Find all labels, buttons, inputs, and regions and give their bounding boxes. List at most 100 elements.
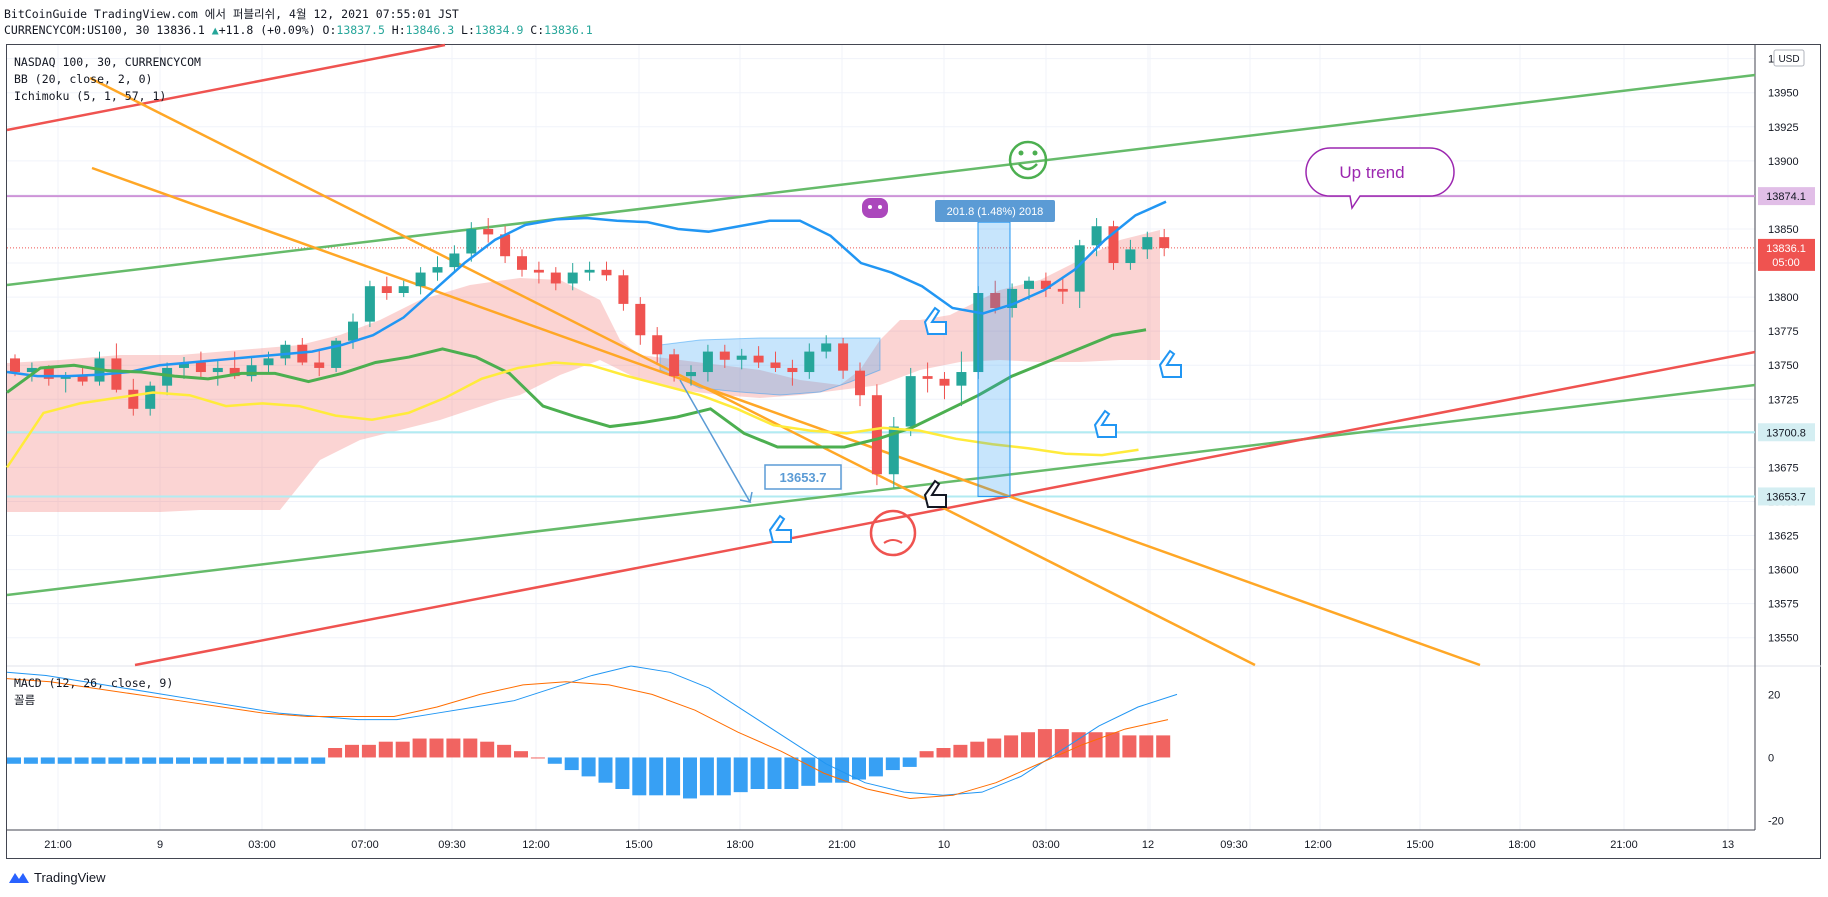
tradingview-logo[interactable]: TradingView (8, 869, 106, 885)
ohlc-open: 13837.5 (336, 23, 385, 37)
macd-histogram-bar (125, 757, 140, 764)
candle-body (26, 367, 37, 373)
price-change: +11.8 (+0.09%) (218, 23, 316, 37)
cat-icon (862, 198, 888, 218)
callout-arrow (679, 379, 753, 504)
x-tick-label: 13 (1722, 839, 1734, 851)
cat-icon (868, 205, 872, 209)
hand-pointer-icon (923, 479, 947, 508)
y-tick-label: 13925 (1768, 122, 1799, 134)
x-tick-label: 09:30 (438, 839, 466, 851)
candle-body (939, 378, 950, 386)
candle-body (601, 269, 612, 276)
macd-histogram-bar (1004, 735, 1019, 758)
ichimoku-cloud-blue (659, 337, 881, 396)
macd-histogram-bar (446, 738, 461, 758)
ohlc-low: 13834.9 (474, 23, 524, 37)
candle-body (381, 286, 392, 293)
y-tick-label: 13850 (1768, 224, 1799, 236)
candle-body (1125, 249, 1136, 264)
macd-y-tick-label: 20 (1768, 689, 1780, 701)
candle-body (922, 376, 933, 379)
candle-body (331, 340, 342, 368)
price-axis-badge (1758, 238, 1815, 271)
macd-histogram-bar (91, 757, 106, 764)
currency-badge (1773, 49, 1805, 67)
candle-body (669, 354, 680, 377)
macd-histogram-bar (395, 741, 410, 758)
macd-histogram-bar (1071, 732, 1086, 758)
macd-histogram-bar (311, 757, 326, 764)
currency-badge-text: USD (1778, 54, 1799, 65)
candle-body (1091, 226, 1102, 246)
candle-body (1040, 280, 1051, 289)
macd-histogram-bar (345, 744, 359, 758)
macd-histogram-bar (142, 757, 157, 764)
measure-label: 201.8 (1.48%) 2018 (947, 206, 1044, 218)
macd-histogram-bar (209, 757, 224, 764)
candle-body (280, 344, 291, 359)
price-axis-badge-text: 13700.8 (1766, 427, 1806, 439)
candle-body (1057, 288, 1068, 292)
candle-body (145, 385, 156, 409)
up-arrow-icon: ▲ (211, 23, 219, 37)
candle-body (10, 358, 20, 373)
x-tick-label: 03:00 (1032, 839, 1060, 851)
candle-body (314, 362, 325, 368)
candle-body (888, 426, 899, 475)
macd-histogram-bar (885, 757, 900, 771)
x-tick-label: 21:00 (1610, 839, 1638, 851)
macd-histogram-bar (716, 757, 731, 796)
candle-body (449, 253, 460, 268)
x-tick-label: 07:00 (351, 839, 379, 851)
candle-body (212, 367, 223, 373)
x-tick-label: 12:00 (522, 839, 550, 851)
macd-histogram-bar (1105, 732, 1120, 758)
macd-histogram-bar (902, 757, 917, 767)
candle-body (517, 256, 527, 270)
x-tick-label: 09:30 (1220, 839, 1248, 851)
chart-frame[interactable] (6, 44, 1821, 859)
macd-histogram-bar (818, 757, 833, 783)
macd-histogram-bar (294, 757, 309, 764)
macd-histogram-bar (176, 757, 190, 764)
candle-body (550, 272, 561, 284)
candle-body (956, 372, 967, 386)
macd-histogram-bar (277, 757, 292, 764)
x-tick-label: 12:00 (1304, 839, 1332, 851)
macd-histogram-bar (57, 757, 72, 764)
macd-histogram-bar (852, 757, 866, 780)
candle-body (179, 362, 189, 368)
candle-body (753, 355, 764, 363)
x-tick-label: 21:00 (828, 839, 856, 851)
candle-body (348, 321, 358, 341)
cat-icon (878, 205, 882, 209)
candle-body (652, 335, 663, 355)
macd-histogram-bar (581, 757, 596, 777)
up-trend-label: Up trend (1339, 163, 1404, 182)
macd-histogram-bar (74, 757, 89, 764)
candle-body (483, 228, 494, 235)
macd-histogram-bar (23, 757, 38, 764)
x-tick-label: 21:00 (44, 839, 72, 851)
macd-histogram-bar (40, 757, 55, 764)
candle-body (533, 269, 544, 273)
macd-histogram-bar (378, 741, 393, 758)
macd-histogram-bar (159, 757, 174, 764)
candle-body (855, 370, 865, 396)
macd-histogram-bar (463, 738, 478, 758)
macd-histogram-bar (1156, 735, 1171, 758)
macd-histogram-bar (970, 741, 985, 758)
macd-histogram-bar (750, 757, 765, 789)
y-tick-label: 13750 (1768, 360, 1799, 372)
y-tick-label: 13575 (1768, 599, 1799, 611)
price-axis-badge-text: 13836.1 (1766, 243, 1806, 255)
candle-body (246, 365, 257, 377)
macd-histogram-bar (919, 751, 934, 758)
candle-body (466, 228, 477, 254)
macd-histogram-bar (683, 757, 697, 799)
candle-body (618, 275, 629, 304)
macd-histogram-bar (1122, 735, 1137, 758)
candle-body (635, 303, 646, 336)
